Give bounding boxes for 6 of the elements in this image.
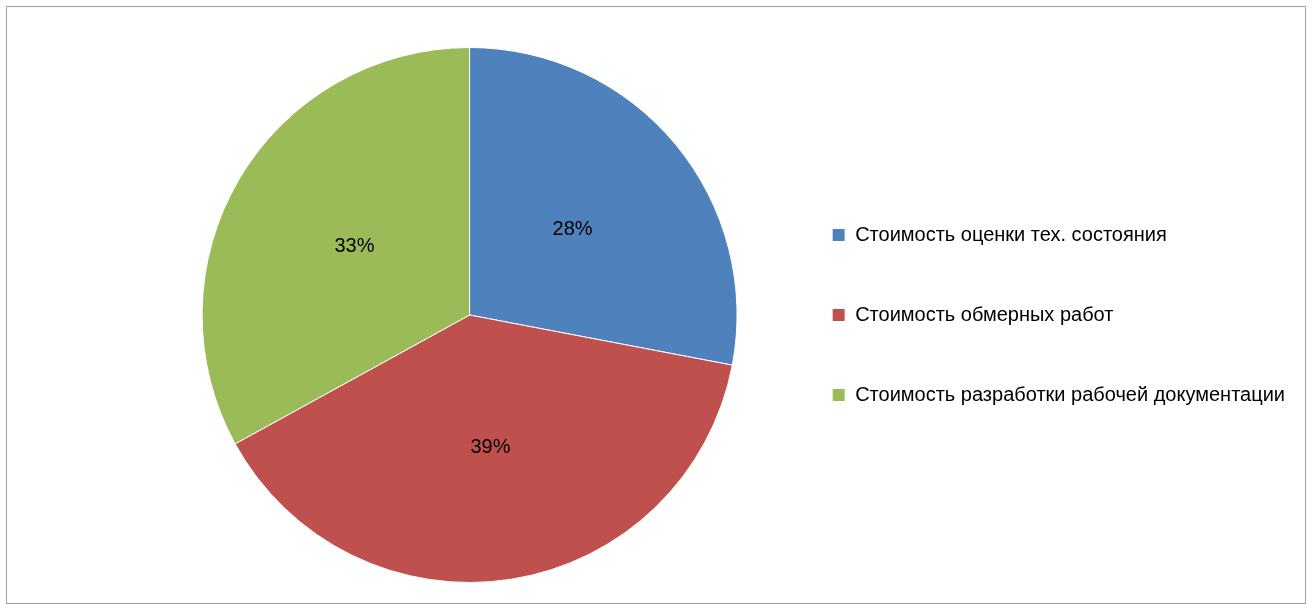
legend-label: Стоимость разработки рабочей документации xyxy=(855,382,1285,405)
data-label: 39% xyxy=(470,434,511,457)
data-label: 28% xyxy=(552,217,593,240)
legend-label: Стоимость обмерных работ xyxy=(855,302,1114,325)
data-label: 33% xyxy=(334,234,375,257)
legend-label: Стоимость оценки тех. состояния xyxy=(855,222,1167,245)
